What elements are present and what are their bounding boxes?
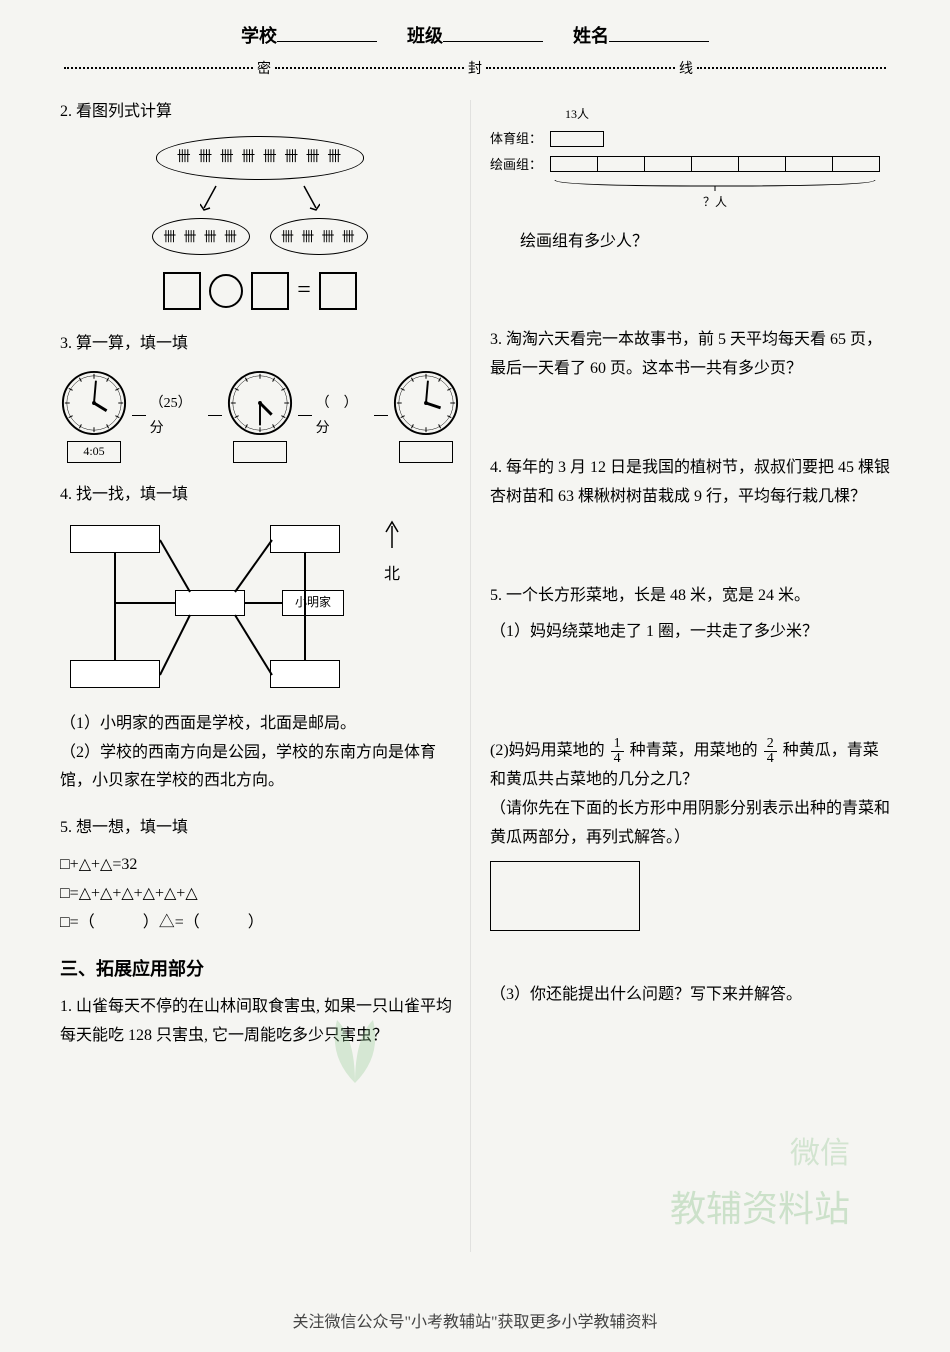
clock-2-time[interactable] bbox=[233, 441, 287, 463]
eq-box-2[interactable] bbox=[251, 272, 289, 310]
leaf-watermark-icon bbox=[310, 1002, 400, 1092]
q5r-note: （请你先在下面的长方形中用阴影分别表示出种的青菜和黄瓜两部分，再列式解答。） bbox=[490, 795, 890, 853]
clock-3 bbox=[392, 369, 460, 437]
bar-top-label: 13人 bbox=[550, 104, 604, 126]
section-3-title: 三、拓展应用部分 bbox=[60, 955, 460, 981]
q2-left: 2. 看图列式计算 卌 卌 卌 卌 卌 卌 卌 卌 卌 卌 卌 卌 卌 卌 卌 … bbox=[60, 98, 460, 313]
q4-line1: （1）小明家的西面是学校，北面是邮局。 bbox=[60, 710, 460, 739]
school-label: 学校 bbox=[241, 22, 277, 48]
clock-2 bbox=[226, 369, 294, 437]
answer-rectangle[interactable] bbox=[490, 861, 640, 931]
arrow-right-icon bbox=[300, 184, 320, 214]
bar-row1-label: 体育组： bbox=[490, 127, 550, 150]
q2r-question: 绘画组有多少人？ bbox=[520, 228, 890, 257]
bar-art bbox=[550, 156, 880, 172]
q3-title: 3. 算一算，填一填 bbox=[60, 330, 460, 359]
bar-row2-label: 绘画组： bbox=[490, 153, 550, 176]
q3-left: 3. 算一算，填一填 4:05 （25）分 bbox=[60, 330, 460, 463]
map-box-home: 小明家 bbox=[282, 590, 344, 616]
name-label: 姓名 bbox=[573, 22, 609, 48]
column-divider bbox=[470, 100, 471, 1252]
q5-left: 5. 想一想，填一填 □+△+△=32 □=△+△+△+△+△+△ □=（ ）△… bbox=[60, 814, 460, 937]
eq-box-3[interactable] bbox=[319, 272, 357, 310]
section3-q1: 1. 山雀每天不停的在山林间取食害虫, 如果一只山雀平均每天能吃 128 只害虫… bbox=[60, 993, 460, 1051]
north-arrow: 北 bbox=[384, 520, 400, 590]
clock-3-time[interactable] bbox=[399, 441, 453, 463]
header-row: 学校 班级 姓名 bbox=[60, 20, 890, 48]
class-field[interactable]: 班级 bbox=[407, 20, 543, 48]
fraction-1: 14 bbox=[611, 737, 624, 766]
map-box-se[interactable] bbox=[270, 660, 340, 688]
map-box-center[interactable] bbox=[175, 590, 245, 616]
seal-line: 密 封 线 bbox=[60, 58, 890, 78]
tally-right: 卌 卌 卌 卌 bbox=[270, 218, 368, 255]
tally-left: 卌 卌 卌 卌 bbox=[152, 218, 250, 255]
clock-1-time: 4:05 bbox=[67, 441, 121, 463]
q5-eq2: □=△+△+△+△+△+△ bbox=[60, 880, 460, 909]
bar-diagram: 13人 体育组： 绘画组： ？人 bbox=[490, 104, 890, 214]
fraction-2: 24 bbox=[764, 737, 777, 766]
class-label: 班级 bbox=[407, 22, 443, 48]
q5-title: 5. 想一想，填一填 bbox=[60, 814, 460, 843]
equation-boxes[interactable]: = bbox=[60, 269, 460, 312]
q5-eq3[interactable]: □=（ ）△=（ ） bbox=[60, 909, 460, 938]
brace-icon bbox=[550, 178, 880, 192]
q4-right: 4. 每年的 3 月 12 日是我国的植树节，叔叔们要把 45 棵银杏树苗和 6… bbox=[490, 454, 890, 512]
right-column: 13人 体育组： 绘画组： ？人 绘画组有多少人？ 3. 淘淘六天看完一本故事书… bbox=[490, 98, 890, 1069]
q5r-p2: (2)妈妈用菜地的 14 种青菜，用菜地的 24 种黄瓜，青菜和黄瓜共占菜地的几… bbox=[490, 737, 890, 795]
map-diagram: 北 小明家 bbox=[60, 520, 380, 700]
interval-1: （25）分 bbox=[150, 391, 205, 441]
interval-2[interactable]: （ ）分 bbox=[316, 391, 371, 441]
clock-row: 4:05 （25）分 （ ）分 bbox=[60, 369, 460, 463]
brace-label: ？人 bbox=[550, 192, 880, 214]
left-column: 2. 看图列式计算 卌 卌 卌 卌 卌 卌 卌 卌 卌 卌 卌 卌 卌 卌 卌 … bbox=[60, 98, 460, 1069]
q5r-title: 5. 一个长方形菜地，长是 48 米，宽是 24 米。 bbox=[490, 582, 890, 611]
eq-op-circle[interactable] bbox=[209, 274, 243, 308]
q5-right: 5. 一个长方形菜地，长是 48 米，宽是 24 米。 （1）妈妈绕菜地走了 1… bbox=[490, 582, 890, 1010]
clock-1 bbox=[60, 369, 128, 437]
watermark-text-2: 教辅资料站 bbox=[670, 1180, 850, 1232]
map-box-nw[interactable] bbox=[70, 525, 160, 553]
q2-title: 2. 看图列式计算 bbox=[60, 98, 460, 127]
watermark-text-1: 微信 bbox=[790, 1128, 850, 1172]
q5-eq1: □+△+△=32 bbox=[60, 851, 460, 880]
tally-top: 卌 卌 卌 卌 卌 卌 卌 卌 bbox=[156, 136, 365, 179]
tally-diagram: 卌 卌 卌 卌 卌 卌 卌 卌 卌 卌 卌 卌 卌 卌 卌 卌 = bbox=[60, 136, 460, 312]
bar-sport bbox=[550, 131, 604, 147]
map-box-ne[interactable] bbox=[270, 525, 340, 553]
q4-line2: （2）学校的西南方向是公园，学校的东南方向是体育馆，小贝家在学校的西北方向。 bbox=[60, 739, 460, 797]
q3-right: 3. 淘淘六天看完一本故事书，前 5 天平均每天看 65 页，最后一天看了 60… bbox=[490, 326, 890, 384]
q5r-p3: （3）你还能提出什么问题？写下来并解答。 bbox=[490, 981, 890, 1010]
q5r-p1: （1）妈妈绕菜地走了 1 圈，一共走了多少米？ bbox=[490, 618, 890, 647]
school-field[interactable]: 学校 bbox=[241, 20, 377, 48]
map-box-sw[interactable] bbox=[70, 660, 160, 688]
q4-left: 4. 找一找，填一填 北 小明家 bbox=[60, 481, 460, 796]
arrow-left-icon bbox=[200, 184, 220, 214]
q4-title: 4. 找一找，填一填 bbox=[60, 481, 460, 510]
q2-right: 13人 体育组： 绘画组： ？人 绘画组有多少人？ bbox=[490, 104, 890, 257]
footer-text: 关注微信公众号"小考教辅站"获取更多小学教辅资料 bbox=[0, 1308, 950, 1332]
name-field[interactable]: 姓名 bbox=[573, 20, 709, 48]
equals-sign: = bbox=[297, 269, 311, 312]
eq-box-1[interactable] bbox=[163, 272, 201, 310]
